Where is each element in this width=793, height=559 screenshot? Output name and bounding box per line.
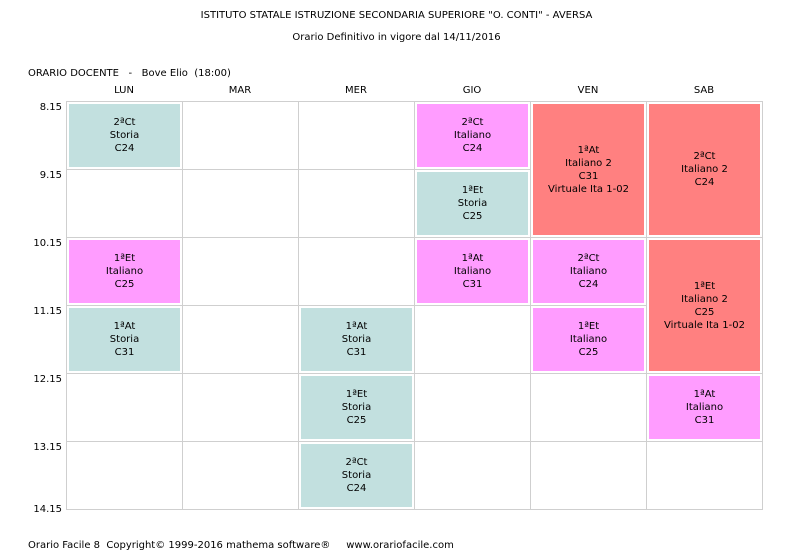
empty-slot[interactable] xyxy=(66,373,183,442)
lesson-block[interactable]: 1ªAt Italiano C31 xyxy=(646,373,763,442)
lesson-block[interactable]: 2ªCt Storia C24 xyxy=(298,441,415,510)
lesson-line: C31 xyxy=(694,415,715,426)
lesson-line: C31 xyxy=(346,347,367,358)
empty-slot[interactable] xyxy=(530,373,647,442)
lesson-line: Italiano 2 xyxy=(681,293,728,305)
empty-slot[interactable] xyxy=(182,237,299,306)
lesson-line: C25 xyxy=(346,415,367,426)
lesson-line: Storia xyxy=(457,198,488,209)
lesson-block[interactable]: 1ªAt Storia C31 xyxy=(298,305,415,374)
empty-slot[interactable] xyxy=(182,373,299,442)
empty-slot[interactable] xyxy=(182,305,299,374)
lesson-line: 2ªCt xyxy=(693,151,716,162)
lesson-line: Italiano 2 xyxy=(565,157,612,169)
lesson-line: 1ªEt xyxy=(345,389,368,400)
empty-slot[interactable] xyxy=(182,169,299,238)
lesson-line: Storia xyxy=(109,130,140,141)
lesson-line: 2ªCt xyxy=(113,117,136,128)
day-header: SAB xyxy=(693,85,715,96)
lesson-block[interactable]: 1ªAt Italiano C31 xyxy=(414,237,531,306)
empty-slot[interactable] xyxy=(182,101,299,170)
lesson-block[interactable]: 1ªEt Italiano C25 xyxy=(530,305,647,374)
lesson-line: Virtuale Ita 1-02 xyxy=(664,319,745,331)
day-header: MAR xyxy=(228,85,252,96)
lesson-line: C25 xyxy=(578,347,599,358)
day-header: GIO xyxy=(462,85,482,96)
lesson-line: C25 xyxy=(462,211,483,222)
lesson-line: C31 xyxy=(462,279,483,290)
empty-slot[interactable] xyxy=(414,441,531,510)
teacher-line: ORARIO DOCENTE - Bove Elio (18:00) xyxy=(28,68,231,79)
lesson-block[interactable]: 1ªEt Italiano C25 xyxy=(66,237,183,306)
time-label: 14.15 xyxy=(33,504,62,515)
lesson-block[interactable]: 1ªEt Italiano 2 C25 Virtuale Ita 1-02 xyxy=(646,237,763,374)
lesson-line: 2ªCt xyxy=(345,457,368,468)
lesson-line: C31 xyxy=(578,170,599,182)
lesson-line: 2ªCt xyxy=(461,117,484,128)
lesson-line: C24 xyxy=(114,143,135,154)
empty-slot[interactable] xyxy=(298,101,415,170)
lesson-line: Italiano xyxy=(685,402,724,413)
lesson-line: C31 xyxy=(114,347,135,358)
lesson-line: C25 xyxy=(114,279,135,290)
lesson-line: Italiano 2 xyxy=(681,164,728,175)
lesson-line: Italiano xyxy=(569,334,608,345)
time-label: 13.15 xyxy=(33,442,62,453)
lesson-line: 1ªAt xyxy=(693,389,716,400)
lesson-block[interactable]: 2ªCt Italiano C24 xyxy=(414,101,531,170)
lesson-line: Storia xyxy=(109,334,140,345)
lesson-block[interactable]: 1ªEt Storia C25 xyxy=(298,373,415,442)
lesson-line: Virtuale Ita 1-02 xyxy=(548,183,629,195)
lesson-line: Italiano xyxy=(453,130,492,141)
time-label: 9.15 xyxy=(39,170,62,181)
lesson-line: Italiano xyxy=(105,266,144,277)
lesson-line: C25 xyxy=(694,306,715,318)
lesson-line: C24 xyxy=(694,177,715,188)
lesson-line: 2ªCt xyxy=(577,253,600,264)
lesson-block[interactable]: 1ªAt Storia C31 xyxy=(66,305,183,374)
lesson-line: Storia xyxy=(341,470,372,481)
time-label: 8.15 xyxy=(39,102,62,113)
empty-slot[interactable] xyxy=(414,373,531,442)
empty-slot[interactable] xyxy=(298,169,415,238)
time-label: 12.15 xyxy=(33,374,62,385)
empty-slot[interactable] xyxy=(66,169,183,238)
lesson-block[interactable]: 2ªCt Italiano C24 xyxy=(530,237,647,306)
school-title: ISTITUTO STATALE ISTRUZIONE SECONDARIA S… xyxy=(200,10,593,21)
lesson-block[interactable]: 1ªEt Storia C25 xyxy=(414,169,531,238)
lesson-line: 1ªAt xyxy=(461,253,484,264)
lesson-line: 1ªEt xyxy=(113,253,136,264)
lesson-line: C24 xyxy=(346,483,367,494)
footer-copyright: Orario Facile 8 Copyright© 1999-2016 mat… xyxy=(28,540,454,551)
empty-slot[interactable] xyxy=(182,441,299,510)
lesson-line: Italiano xyxy=(569,266,608,277)
lesson-line: C24 xyxy=(462,143,483,154)
lesson-line: 1ªEt xyxy=(461,185,484,196)
day-header: VEN xyxy=(577,85,599,96)
lesson-line: 1ªEt xyxy=(577,321,600,332)
timetable-subtitle: Orario Definitivo in vigore dal 14/11/20… xyxy=(292,32,501,43)
day-header: MER xyxy=(345,85,367,96)
lesson-line: Italiano xyxy=(453,266,492,277)
lesson-line: Storia xyxy=(341,334,372,345)
lesson-line: Storia xyxy=(341,402,372,413)
lesson-line: 1ªAt xyxy=(113,321,136,332)
lesson-line: 1ªAt xyxy=(577,144,600,156)
time-label: 10.15 xyxy=(33,238,62,249)
timetable-grid: 2ªCt Storia C24 1ªEt Italiano C25 1ªAt Storia C3… xyxy=(66,101,763,510)
day-header: LUN xyxy=(114,85,134,96)
lesson-block[interactable]: 2ªCt Italiano 2 C24 xyxy=(646,101,763,238)
time-label: 11.15 xyxy=(33,306,62,317)
empty-slot[interactable] xyxy=(646,441,763,510)
lesson-line: C24 xyxy=(578,279,599,290)
empty-slot[interactable] xyxy=(298,237,415,306)
lesson-block[interactable]: 2ªCt Storia C24 xyxy=(66,101,183,170)
empty-slot[interactable] xyxy=(414,305,531,374)
lesson-line: 1ªAt xyxy=(345,321,368,332)
empty-slot[interactable] xyxy=(530,441,647,510)
empty-slot[interactable] xyxy=(66,441,183,510)
lesson-block[interactable]: 1ªAt Italiano 2 C31 Virtuale Ita 1-02 xyxy=(530,101,647,238)
lesson-line: 1ªEt xyxy=(693,280,716,292)
